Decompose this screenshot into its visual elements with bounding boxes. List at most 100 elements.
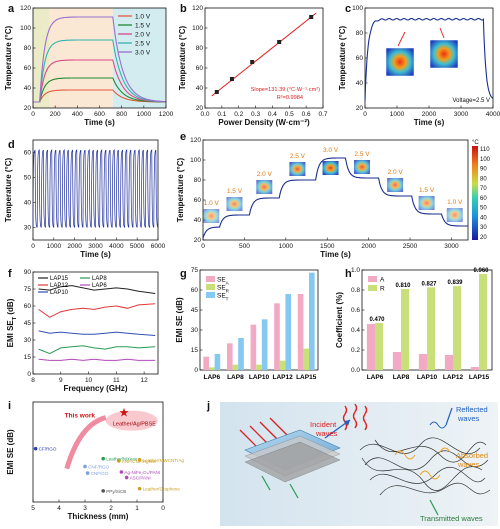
bar-SE_T [238, 338, 244, 370]
panel-label-b: b [180, 3, 187, 15]
x-tick-label: 1000 [279, 243, 294, 250]
x-category-label: LAP12 [272, 374, 293, 381]
colorbar [472, 146, 478, 240]
plot-frame [364, 7, 494, 109]
x-axis-label: Power Density (W·cm⁻²) [218, 118, 310, 127]
panel-j-label: j [206, 400, 210, 412]
panel-d: d 0 1000 2000 3000 4000 5000 6000 30 40 50 60 Time (… [4, 139, 166, 259]
x-axis-label: Time (s) [414, 118, 445, 127]
y-tick-label: 0 [194, 367, 198, 374]
y-tick-label: 40 [194, 217, 202, 224]
panel-b: b 0.0 0.1 0.2 0.3 0.4 0.5 0.6 0.7 20 40 60 80 100 120 P… [178, 3, 328, 127]
data-point [229, 77, 234, 81]
legend-label: LAP10 [50, 290, 69, 296]
series-1.5 V [33, 77, 166, 103]
y-tick-label: 75 [191, 267, 199, 274]
legend-label: 1.0 V [135, 14, 151, 21]
bar-A [392, 352, 401, 370]
data-point [101, 489, 105, 493]
x-tick-label: 0.5 [285, 111, 294, 118]
transmitted-arrow-1 [289, 483, 299, 499]
x-category-label: LAP8 [227, 374, 244, 381]
bar-SE_A [226, 343, 233, 370]
absorbed-wave-paths [394, 447, 451, 480]
data-point [101, 456, 105, 461]
x-tick-label: 0.4 [268, 111, 277, 118]
bar-SE_A [274, 303, 280, 370]
bar-A [470, 367, 479, 370]
y-tick-label: 60 [24, 65, 32, 72]
x-tick-label: 0 [161, 505, 165, 512]
x-category-label: LAP15 [296, 374, 317, 381]
x-tick-label: 600 [94, 111, 105, 118]
x-tick-label: 0 [31, 243, 35, 250]
colorbar-tick: 100 [480, 157, 491, 163]
y-tick-label: 20 [356, 105, 364, 112]
y-tick-label: 120 [192, 5, 203, 12]
thermal-image [256, 180, 273, 194]
y-tick-label: 0 [27, 371, 31, 378]
series-LAP10 [38, 330, 156, 336]
panel-c: c 0 1000 2000 3000 4000 20 40 60 80 100 Time (s) Tem… [338, 3, 500, 127]
y-tick-label: 15 [24, 354, 32, 361]
colorbar-tick: 110 [480, 147, 490, 153]
step-label: 1.5 V [227, 188, 243, 195]
x-category-label: LAP15 [469, 374, 490, 381]
data-point [33, 446, 38, 451]
panel-label-h: h [345, 268, 352, 280]
x-tick-label: 10 [85, 377, 93, 384]
x-tick-label: 0.3 [251, 111, 260, 118]
x-tick-label: 400 [72, 111, 83, 118]
legend-swatch [368, 276, 377, 282]
x-category-label: LAP8 [393, 374, 410, 381]
y-tick-label: 100 [352, 5, 363, 12]
region-heating [33, 8, 50, 108]
y-axis-label: EMI SE (dB) [175, 297, 184, 343]
data-point [137, 486, 142, 491]
region-steady [49, 8, 113, 108]
y-tick-label: 0.2 [351, 347, 360, 354]
x-tick-label: 2500 [403, 243, 418, 250]
bar-R [479, 274, 488, 370]
x-tick-label: 1200 [159, 111, 174, 118]
legend-label: A [380, 277, 385, 284]
series-2.0 V [33, 59, 166, 103]
arrow-2 [439, 27, 445, 39]
series-3.0 V [33, 16, 167, 103]
y-tick-label: 60 [196, 65, 204, 72]
incident-wavy-lines [342, 403, 368, 431]
y-tick-label: 90 [24, 269, 32, 276]
step-label: 1.5 V [419, 187, 435, 194]
y-tick-label: 15 [191, 347, 199, 354]
y-tick-label: 40 [196, 85, 204, 92]
bar-SE_R [232, 364, 239, 370]
step-label: 2.0 V [257, 171, 273, 178]
bar-SE_R [256, 364, 262, 370]
bar-R [375, 323, 384, 370]
bar-R [427, 287, 436, 370]
fiber-network [359, 437, 491, 496]
thermal-image [289, 162, 306, 176]
x-axis-label: Time (s) [80, 250, 111, 259]
x-tick-label: 0.0 [200, 111, 209, 118]
x-category-label: LAP10 [249, 374, 270, 381]
step-label: 2.5 V [290, 153, 306, 160]
data-point [83, 464, 87, 469]
x-axis-label: Frequency (GHz) [63, 384, 127, 393]
y-tick-label: 20 [194, 237, 202, 244]
legend-swatch [206, 292, 215, 298]
x-tick-label: 0 [363, 111, 367, 118]
data-point [250, 60, 255, 64]
x-category-label: LAP10 [417, 374, 438, 381]
bar-SE_T [214, 354, 221, 370]
data-label: 0.810 [395, 283, 411, 289]
y-tick-label: 0.4 [351, 327, 360, 334]
y-axis-label: EMI SE (dB) [6, 429, 15, 475]
series-LAP6 [38, 358, 156, 361]
data-point [85, 471, 90, 475]
y-axis-label: Coefficient (%) [335, 292, 344, 348]
colorbar-unit: °C [472, 140, 479, 146]
y-axis-label: Temperature (°C) [4, 25, 13, 90]
thermal-image [354, 160, 370, 174]
